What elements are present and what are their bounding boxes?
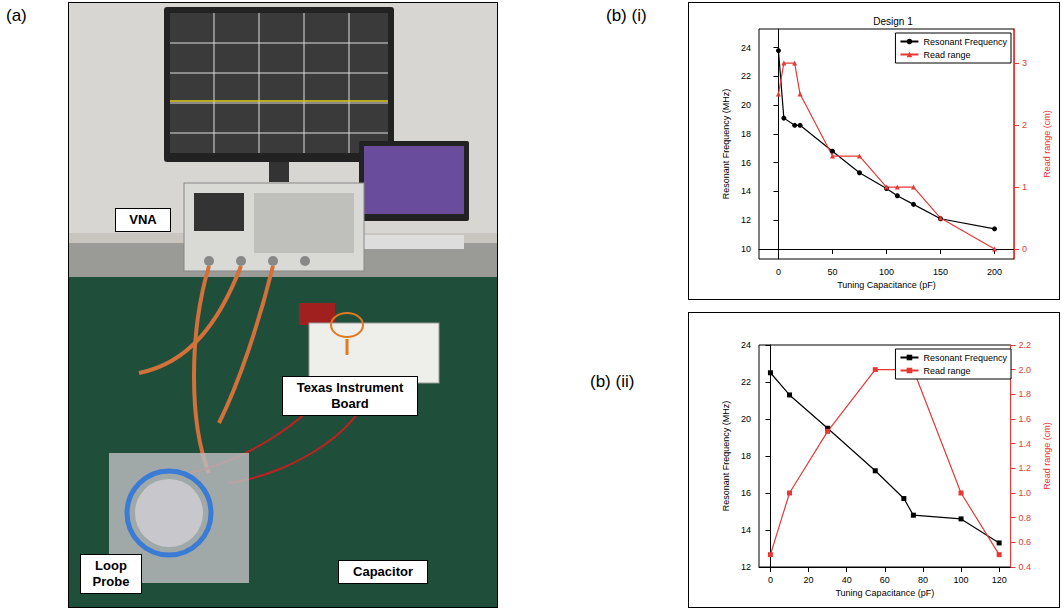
svg-text:60: 60 <box>880 575 890 585</box>
svg-text:100: 100 <box>954 575 969 585</box>
svg-text:200: 200 <box>987 267 1002 277</box>
html-text:Loop Probe: Loop Probe <box>92 558 130 589</box>
svg-text:12: 12 <box>741 562 751 572</box>
html-text:Capacitor: Capacitor <box>353 564 413 579</box>
svg-text:14: 14 <box>741 186 751 196</box>
svg-text:24: 24 <box>741 340 751 350</box>
svg-text:16: 16 <box>741 488 751 498</box>
svg-text:22: 22 <box>741 377 751 387</box>
svg-text:24: 24 <box>741 43 751 53</box>
svg-text:Resonant Frequency: Resonant Frequency <box>923 353 1007 363</box>
svg-text:0: 0 <box>768 575 773 585</box>
svg-text:1.6: 1.6 <box>1019 414 1032 424</box>
svg-text:50: 50 <box>827 267 837 277</box>
svg-text:16: 16 <box>741 158 751 168</box>
svg-text:1.4: 1.4 <box>1019 439 1032 449</box>
svg-text:120: 120 <box>992 575 1007 585</box>
svg-text:0: 0 <box>1022 244 1027 254</box>
svg-text:18: 18 <box>741 129 751 139</box>
svg-text:2.0: 2.0 <box>1019 365 1032 375</box>
svg-text:Tuning Capacitance (pF): Tuning Capacitance (pF) <box>835 588 934 598</box>
svg-text:1.2: 1.2 <box>1019 463 1032 473</box>
html-text:(a): (a) <box>6 6 27 25</box>
svg-text:20: 20 <box>741 100 751 110</box>
svg-text:Read range: Read range <box>923 50 970 60</box>
svg-text:Design 1: Design 1 <box>873 16 913 27</box>
html-text:(b) (ii): (b) (ii) <box>590 372 635 391</box>
svg-text:10: 10 <box>741 244 751 254</box>
svg-text:Read range: Read range <box>923 366 970 376</box>
svg-text:12: 12 <box>741 215 751 225</box>
svg-text:18: 18 <box>741 451 751 461</box>
svg-text:14: 14 <box>741 525 751 535</box>
svg-text:40: 40 <box>842 575 852 585</box>
svg-text:22: 22 <box>741 71 751 81</box>
svg-text:0.8: 0.8 <box>1019 513 1032 523</box>
html-text:Texas Instrument Board: Texas Instrument Board <box>296 380 404 411</box>
svg-text:0: 0 <box>776 267 781 277</box>
svg-text:Resonant Frequency (MHz): Resonant Frequency (MHz) <box>721 401 731 512</box>
html-text:(b) (i): (b) (i) <box>606 6 647 25</box>
svg-text:1.0: 1.0 <box>1019 488 1032 498</box>
svg-text:2: 2 <box>1022 120 1027 130</box>
html-text:VNA: VNA <box>129 212 157 227</box>
svg-text:20: 20 <box>804 575 814 585</box>
svg-text:Tuning Capacitance (pF): Tuning Capacitance (pF) <box>837 280 936 290</box>
svg-text:150: 150 <box>933 267 948 277</box>
svg-text:Resonant Frequency: Resonant Frequency <box>923 37 1007 47</box>
svg-text:0.6: 0.6 <box>1019 537 1032 547</box>
svg-text:Resonant Frequency (MHz): Resonant Frequency (MHz) <box>721 89 731 200</box>
svg-text:100: 100 <box>879 267 894 277</box>
svg-text:3: 3 <box>1022 58 1027 68</box>
svg-text:0.4: 0.4 <box>1019 562 1032 572</box>
svg-text:Read range (cm): Read range (cm) <box>1042 110 1052 178</box>
svg-text:80: 80 <box>918 575 928 585</box>
svg-text:2.2: 2.2 <box>1019 340 1032 350</box>
svg-text:1: 1 <box>1022 182 1027 192</box>
svg-text:1.8: 1.8 <box>1019 389 1032 399</box>
svg-text:20: 20 <box>741 414 751 424</box>
svg-text:Read range (cm): Read range (cm) <box>1042 422 1052 490</box>
